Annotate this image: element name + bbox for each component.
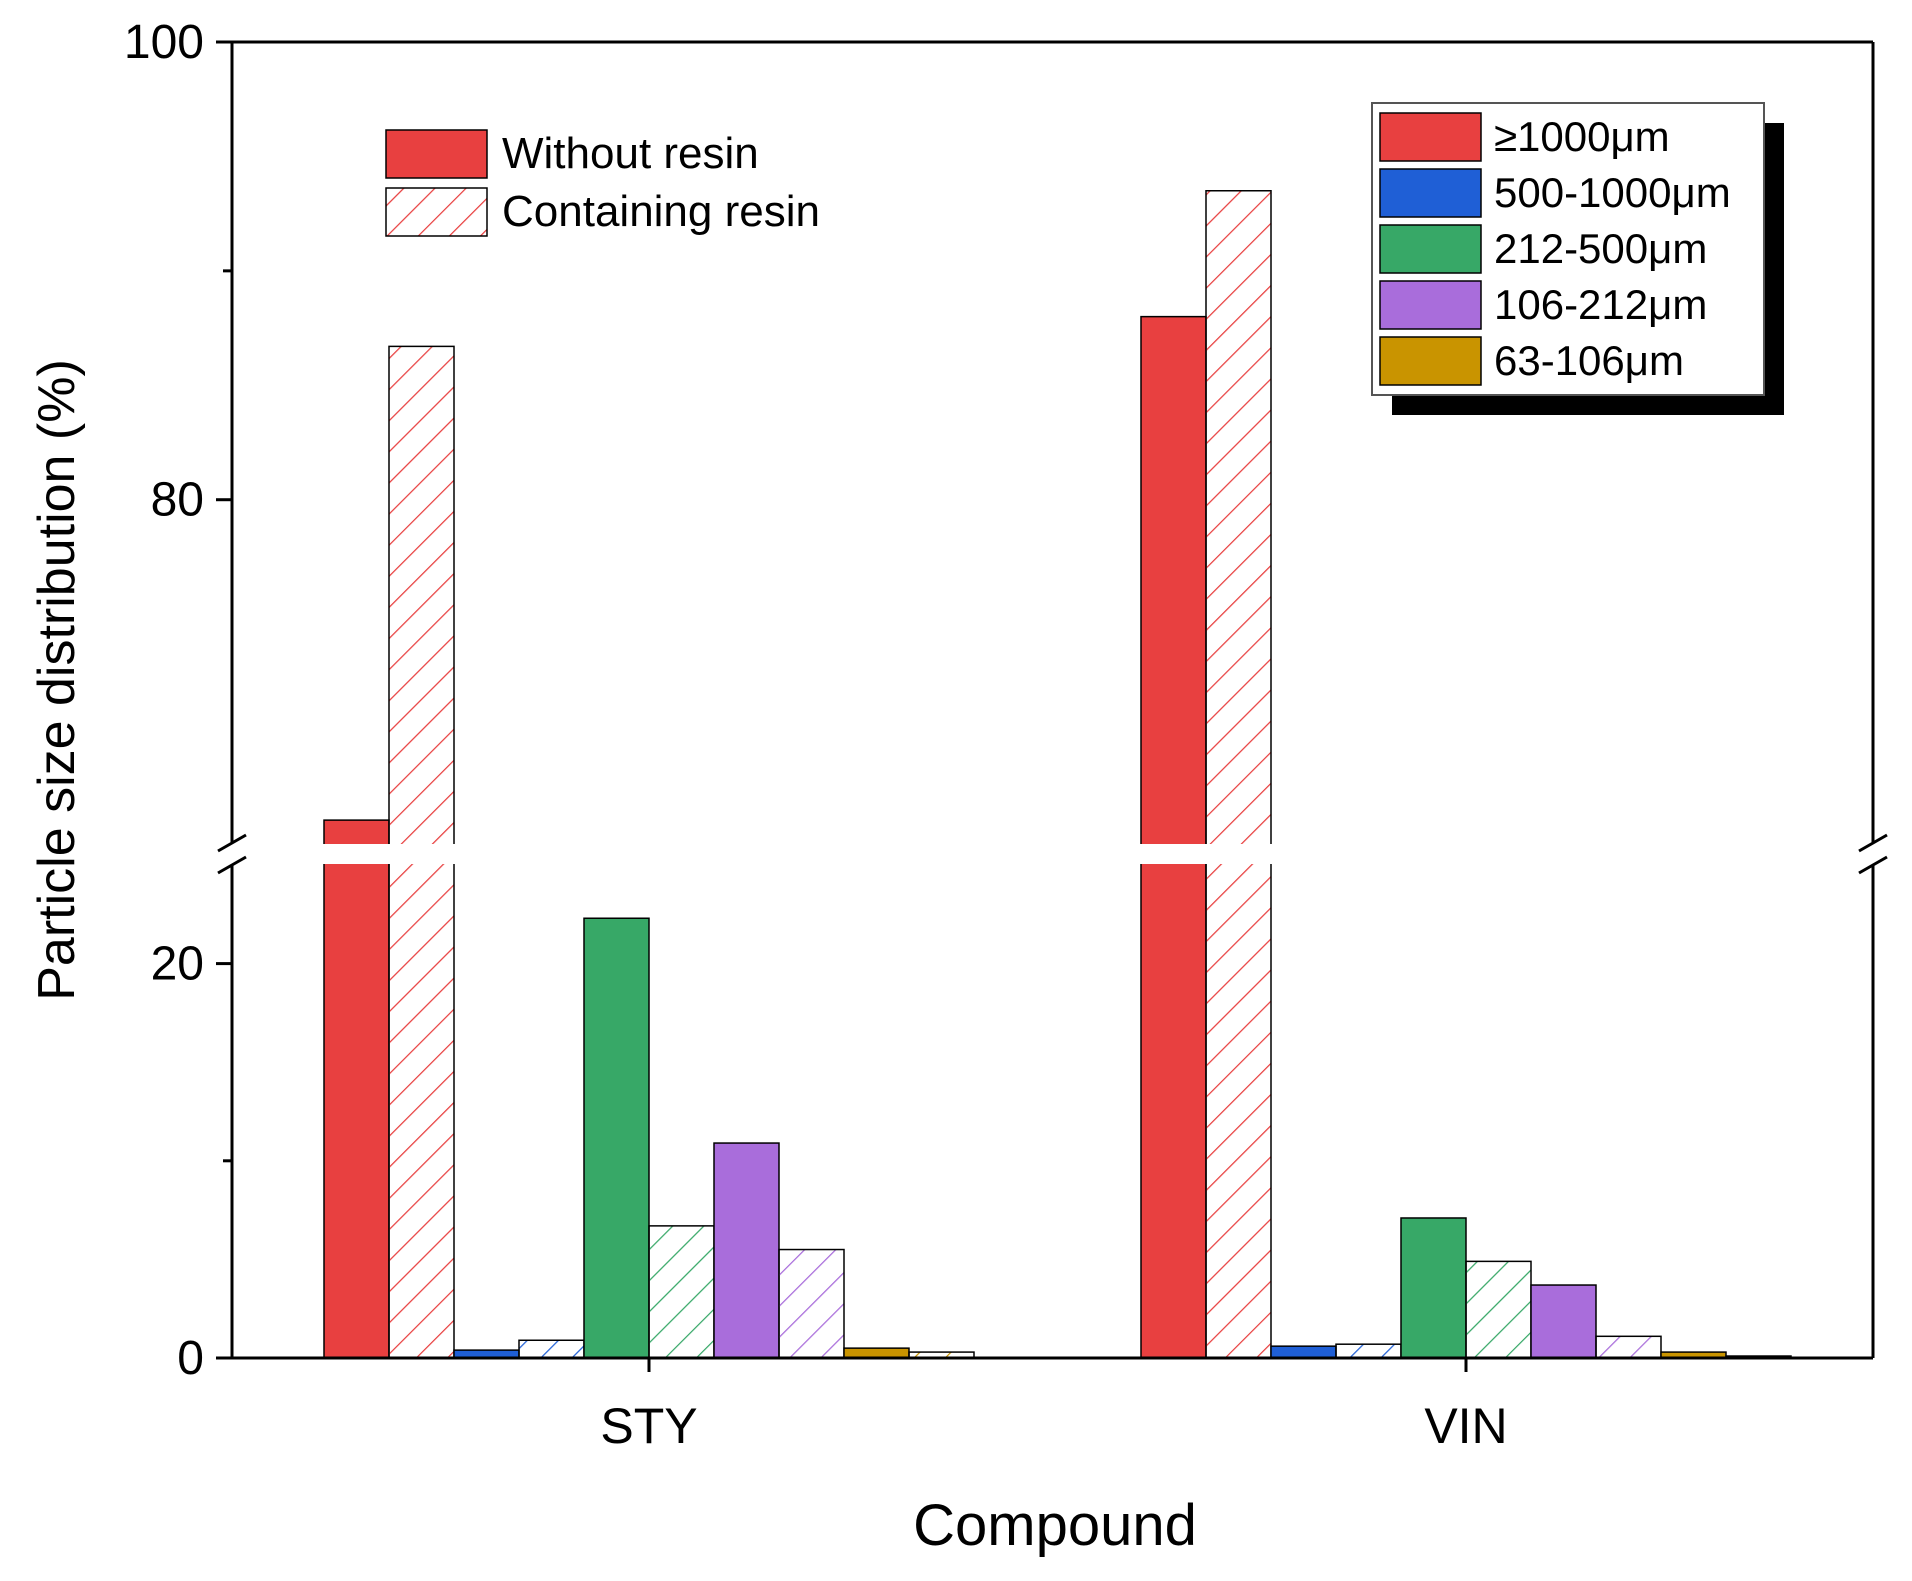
bar-sty-ge1000-without xyxy=(323,819,390,1359)
bar-sty-500_1000-containing xyxy=(518,1339,585,1359)
legend-label-63_106: 63-106μm xyxy=(1494,337,1684,384)
x-tick-label-vin: VIN xyxy=(1424,1398,1507,1454)
y-axis-label: Particle size distribution (%) xyxy=(28,359,86,1001)
legend-swatch-without xyxy=(385,129,488,179)
legend-label-ge1000: ≥1000μm xyxy=(1494,113,1670,160)
bars xyxy=(323,190,1792,1359)
bar-sty-212_500-without xyxy=(583,917,650,1359)
bar-sty-212_500-containing xyxy=(648,1225,715,1359)
bar-vin-ge1000-containing xyxy=(1205,190,1272,1359)
legend-swatch-106_212 xyxy=(1379,280,1482,330)
bar-vin-106_212-without xyxy=(1530,1284,1597,1359)
legend-label-without: Without resin xyxy=(502,129,759,178)
break-slash-right-lower xyxy=(1858,855,1888,875)
y-tick-label-100: 100 xyxy=(124,16,204,69)
axis-break-gap xyxy=(234,844,1871,864)
bar-vin-ge1000-without xyxy=(1140,315,1207,1359)
bar-sty-106_212-containing xyxy=(778,1248,845,1359)
legend-size-class: ≥1000μm 500-1000μm 212-500μm 106-212μm 63-10… xyxy=(1371,102,1784,415)
x-tick-label-sty: STY xyxy=(600,1398,697,1454)
bar-vin-212_500-without xyxy=(1400,1217,1467,1359)
legend-swatch-212_500 xyxy=(1379,224,1482,274)
legend-swatch-63_106 xyxy=(1379,336,1482,386)
legend-swatch-containing xyxy=(385,187,488,237)
x-axis-label: Compound xyxy=(913,1493,1197,1558)
legend-swatch-ge1000 xyxy=(1379,112,1482,162)
y-tick-label-80: 80 xyxy=(151,474,204,527)
legend-label-containing: Containing resin xyxy=(502,187,820,236)
y-tick-label-0: 0 xyxy=(177,1332,204,1385)
break-slash-left-upper xyxy=(217,833,247,853)
y-tick-label-20: 20 xyxy=(151,938,204,991)
legend-label-500_1000: 500-1000μm xyxy=(1494,169,1731,216)
legend-label-106_212: 106-212μm xyxy=(1494,281,1707,328)
break-slash-left-lower xyxy=(217,855,247,875)
bar-vin-500_1000-without xyxy=(1270,1345,1337,1359)
axes: 0 20 80 100 STY VIN xyxy=(124,16,1888,1454)
break-slash-right-upper xyxy=(1858,833,1888,853)
bar-sty-106_212-without xyxy=(713,1142,780,1359)
axis-break xyxy=(234,844,1871,864)
legend-label-212_500: 212-500μm xyxy=(1494,225,1707,272)
bar-vin-106_212-containing xyxy=(1595,1335,1662,1359)
legend-resin-condition: Without resin Containing resin xyxy=(385,129,820,237)
bar-vin-212_500-containing xyxy=(1465,1260,1532,1359)
bar-vin-500_1000-containing xyxy=(1335,1343,1402,1359)
legend-swatch-500_1000 xyxy=(1379,168,1482,218)
